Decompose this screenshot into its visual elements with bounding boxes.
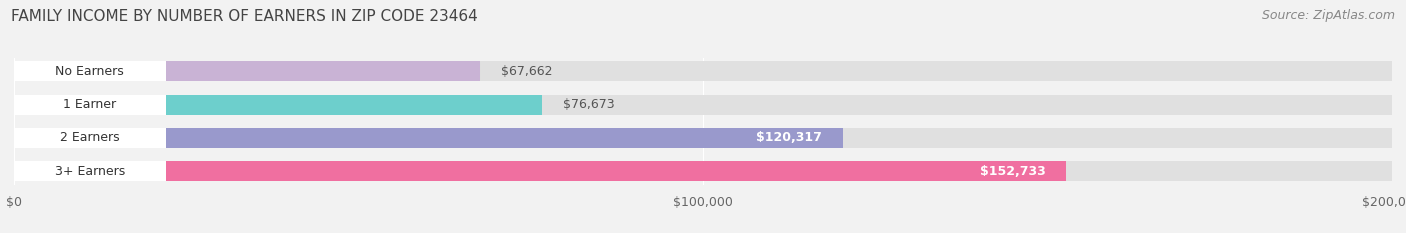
Bar (14, 161, 1066, 181)
Text: $67,662: $67,662 (501, 65, 553, 78)
Text: 3+ Earners: 3+ Earners (55, 164, 125, 178)
Text: $76,673: $76,673 (562, 98, 614, 111)
Bar (14, 128, 166, 148)
Bar (14, 61, 481, 81)
Bar (14, 161, 1392, 181)
Text: FAMILY INCOME BY NUMBER OF EARNERS IN ZIP CODE 23464: FAMILY INCOME BY NUMBER OF EARNERS IN ZI… (11, 9, 478, 24)
Text: 1 Earner: 1 Earner (63, 98, 117, 111)
Text: No Earners: No Earners (55, 65, 124, 78)
Bar (14, 161, 166, 181)
Text: Source: ZipAtlas.com: Source: ZipAtlas.com (1261, 9, 1395, 22)
Bar (14, 128, 1392, 148)
Bar (14, 95, 543, 114)
Bar (14, 61, 1392, 81)
Bar (14, 61, 166, 81)
Bar (14, 95, 166, 114)
Text: $152,733: $152,733 (980, 164, 1046, 178)
Text: 2 Earners: 2 Earners (60, 131, 120, 144)
Text: $120,317: $120,317 (756, 131, 823, 144)
Bar (14, 95, 1392, 114)
Bar (14, 128, 844, 148)
